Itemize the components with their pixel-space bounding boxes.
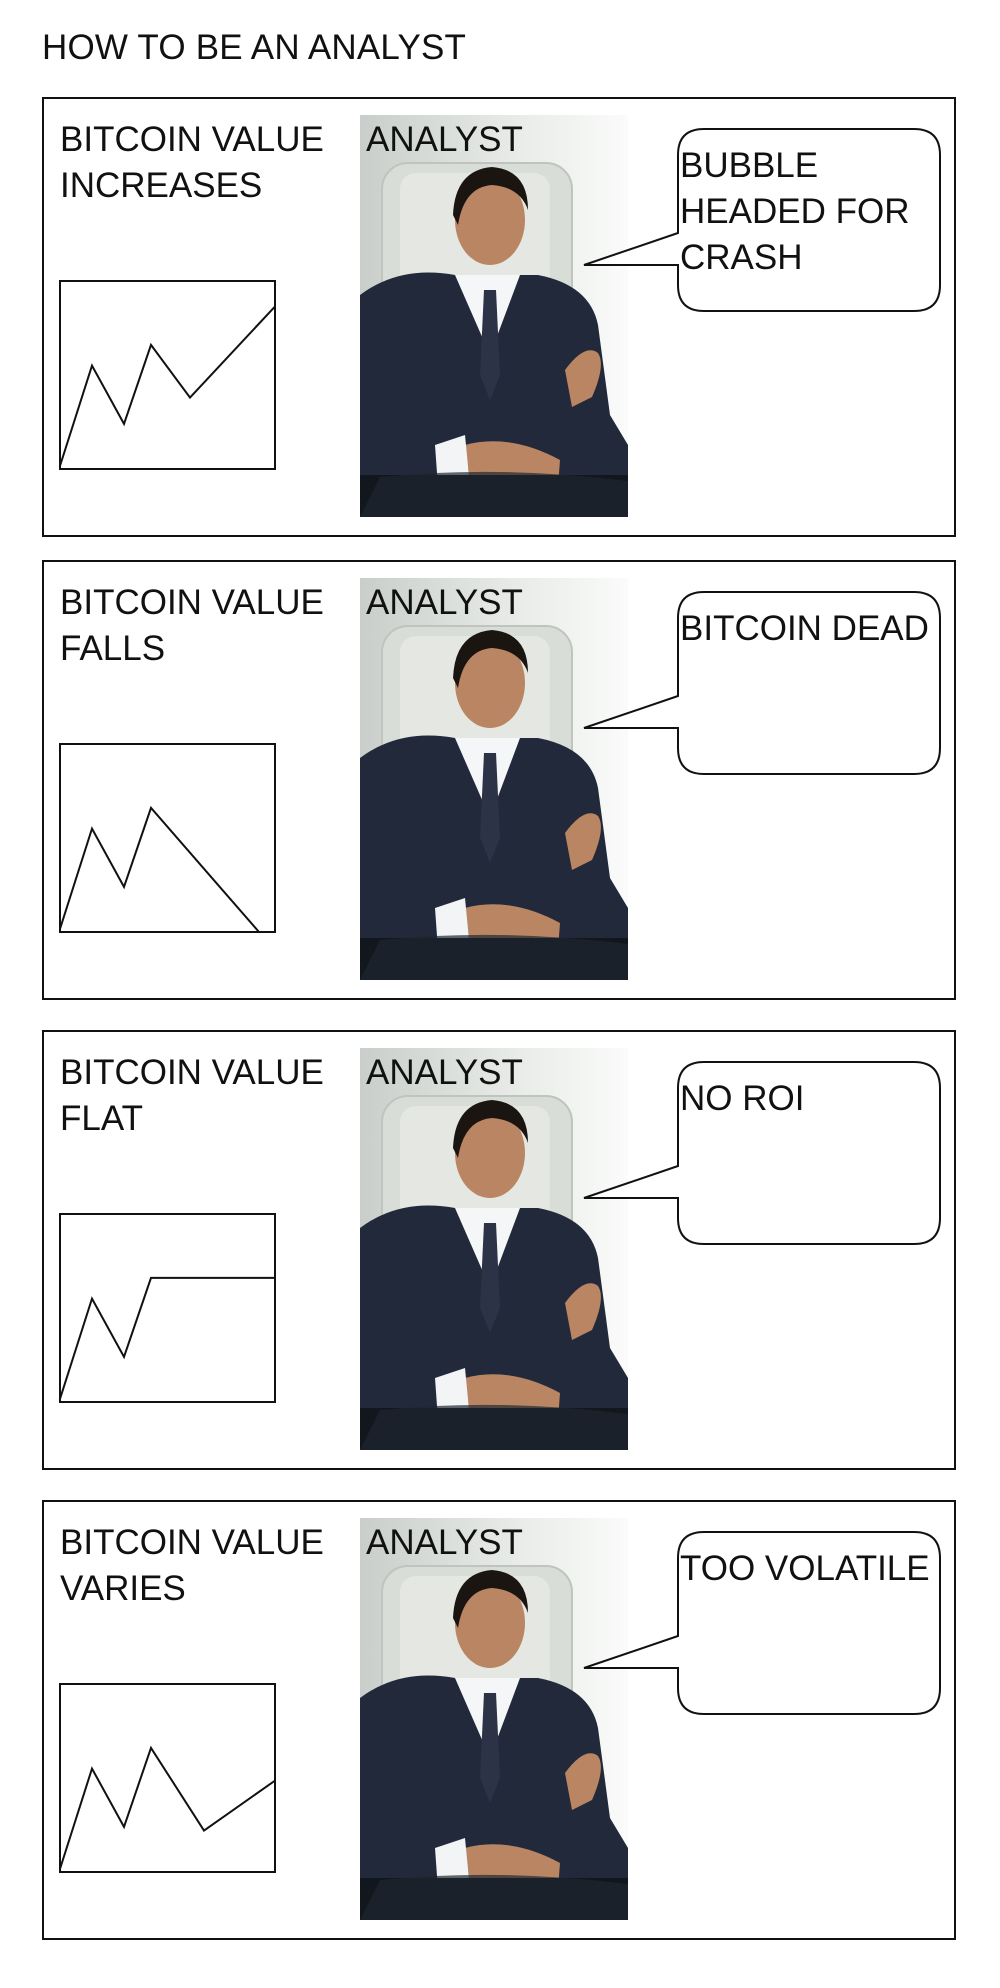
chart-frame: [59, 743, 276, 933]
photo-label: ANALYST: [366, 1523, 523, 1562]
trend-line: [59, 304, 276, 470]
speech-text: NO ROI: [680, 1079, 805, 1118]
photo-label: ANALYST: [366, 1053, 523, 1092]
panel-caption: BITCOIN VALUE FALLS: [60, 583, 324, 668]
trend-line: [59, 805, 260, 933]
panel-caption: BITCOIN VALUE VARIES: [60, 1523, 324, 1608]
trend-line: [59, 1276, 276, 1403]
speech-bubble: [583, 128, 941, 312]
trend-line: [59, 1745, 276, 1873]
chart-frame: [59, 280, 276, 470]
speech-bubble: [583, 591, 941, 775]
photo-label: ANALYST: [366, 120, 523, 159]
speech-bubble: [583, 1531, 941, 1715]
speech-text: TOO VOLATILE: [680, 1549, 930, 1588]
page-title: HOW TO BE AN ANALYST: [42, 28, 467, 67]
analyst-photo: [360, 115, 628, 517]
trend-chart: [59, 1213, 276, 1403]
trend-chart: [59, 280, 276, 470]
comic-panel-falls: BITCOIN VALUE FALLS ANALYST BITCOIN DEAD: [42, 560, 956, 1000]
analyst-photo: [360, 1048, 628, 1450]
comic-panel-varies: BITCOIN VALUE VARIES ANALYST TOO VOLATIL…: [42, 1500, 956, 1940]
comic-panel-flat: BITCOIN VALUE FLAT ANALYST NO ROI: [42, 1030, 956, 1470]
speech-text: BUBBLE HEADED FOR CRASH: [680, 146, 910, 277]
panel-caption: BITCOIN VALUE INCREASES: [60, 120, 324, 205]
comic-panel-increases: BITCOIN VALUE INCREASES ANALYST BUBBLE H…: [42, 97, 956, 537]
analyst-photo: [360, 578, 628, 980]
speech-bubble: [583, 1061, 941, 1245]
chart-frame: [59, 1213, 276, 1403]
panel-caption: BITCOIN VALUE FLAT: [60, 1053, 324, 1138]
trend-chart: [59, 1683, 276, 1873]
speech-text: BITCOIN DEAD: [680, 609, 929, 648]
chart-frame: [59, 1683, 276, 1873]
trend-chart: [59, 743, 276, 933]
analyst-photo: [360, 1518, 628, 1920]
photo-label: ANALYST: [366, 583, 523, 622]
